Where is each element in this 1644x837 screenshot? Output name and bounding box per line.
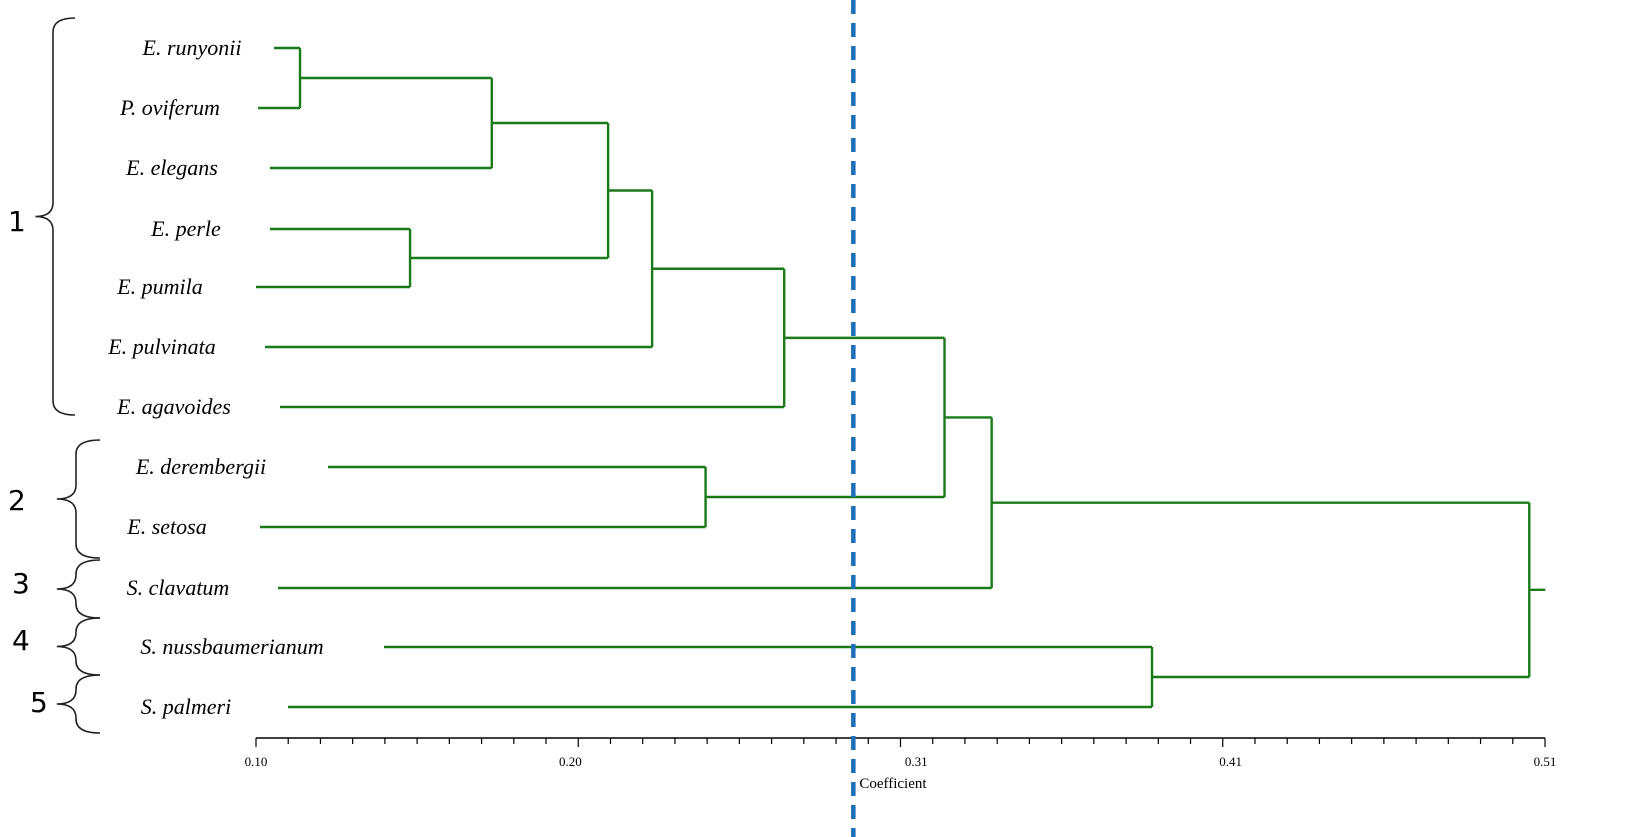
- taxon-label-s-clavatum: S. clavatum: [127, 575, 230, 600]
- taxon-label-e-derembergii: E. derembergii: [135, 454, 266, 479]
- tick-label-3: 0.41: [1219, 754, 1242, 769]
- taxon-label-s-palmeri: S. palmeri: [141, 694, 231, 719]
- tick-label-2: 0.31: [905, 754, 928, 769]
- group-number-1: 1: [8, 205, 26, 238]
- taxon-label-e-runyonii: E. runyonii: [142, 35, 242, 60]
- taxon-label-e-setosa: E. setosa: [126, 514, 206, 539]
- group-number-5: 5: [30, 686, 48, 719]
- taxon-label-e-agavoides: E. agavoides: [116, 394, 231, 419]
- taxon-label-e-elegans: E. elegans: [125, 155, 218, 180]
- group-brace-2: [56, 439, 101, 559]
- group-number-2: 2: [8, 484, 26, 517]
- axis-title: Coefficient: [859, 776, 927, 792]
- taxon-label-e-pulvinata: E. pulvinata: [107, 334, 216, 359]
- tick-label-0: 0.10: [245, 754, 268, 769]
- dendrogram-branches: [256, 46, 1546, 709]
- group-brace-1: [35, 17, 76, 416]
- taxon-label-p-oviferum: P. oviferum: [119, 95, 220, 120]
- tick-label-4: 0.51: [1534, 754, 1557, 769]
- tick-label-1: 0.20: [559, 754, 582, 769]
- taxon-labels: E. runyonii P. oviferum E. elegans E. perle…: [107, 35, 323, 719]
- taxon-label-e-perle: E. perle: [150, 216, 221, 241]
- group-braces: 1 2 3 45: [8, 17, 101, 734]
- group-brace-5: [56, 674, 101, 734]
- group-number-4: 4: [12, 624, 30, 657]
- taxon-label-s-nussbaumerianum: S. nussbaumerianum: [140, 634, 323, 659]
- taxon-label-e-pumila: E. pumila: [116, 274, 203, 299]
- group-number-3: 3: [12, 567, 30, 600]
- group-brace-4: [56, 617, 101, 676]
- coefficient-axis: 0.10 0.20 0.31 0.41 0.51 Coefficient: [245, 737, 1557, 792]
- group-brace-3: [56, 559, 101, 619]
